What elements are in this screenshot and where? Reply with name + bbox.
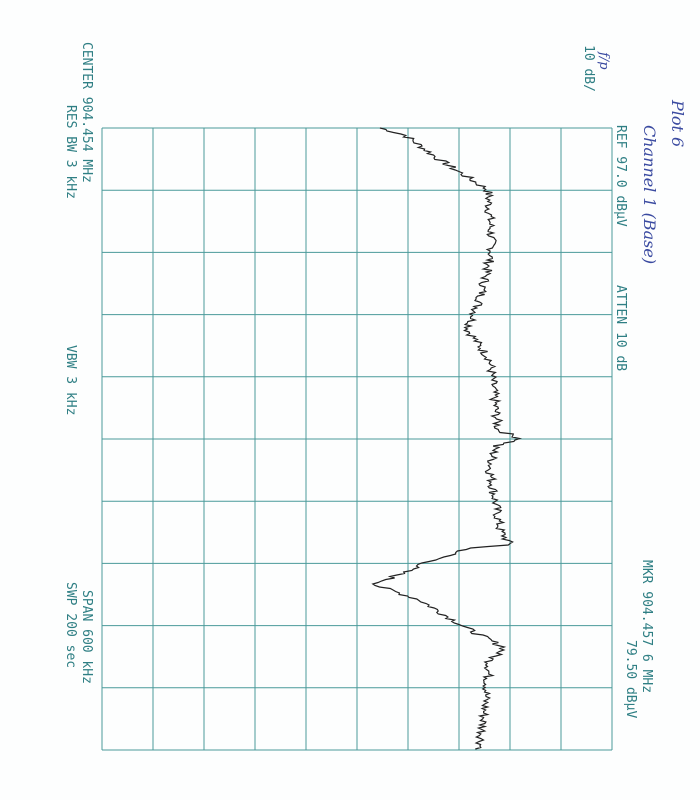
sweep: SWP 200 sec <box>63 582 78 668</box>
graticule <box>101 127 613 751</box>
span: SPAN 600 kHz <box>79 590 94 684</box>
marker-freq: MKR 904.457 6 MHz <box>639 560 654 693</box>
note-subtitle: Channel 1 (Base) <box>640 125 659 264</box>
ref-label: REF 97.0 dBµV <box>613 125 628 227</box>
center-freq: CENTER 904.454 MHz <box>79 42 94 183</box>
scale-label: 10 dB/ <box>581 45 596 92</box>
vbw: VBW 3 kHz <box>63 345 78 415</box>
note-title: Plot 6 <box>668 99 687 147</box>
note-mark: f/p <box>596 51 611 70</box>
spectrum-trace <box>371 127 522 750</box>
atten-label: ATTEN 10 dB <box>613 285 628 371</box>
marker-level: 79.50 dBµV <box>623 640 638 718</box>
res-bw: RES BW 3 kHz <box>63 105 78 199</box>
